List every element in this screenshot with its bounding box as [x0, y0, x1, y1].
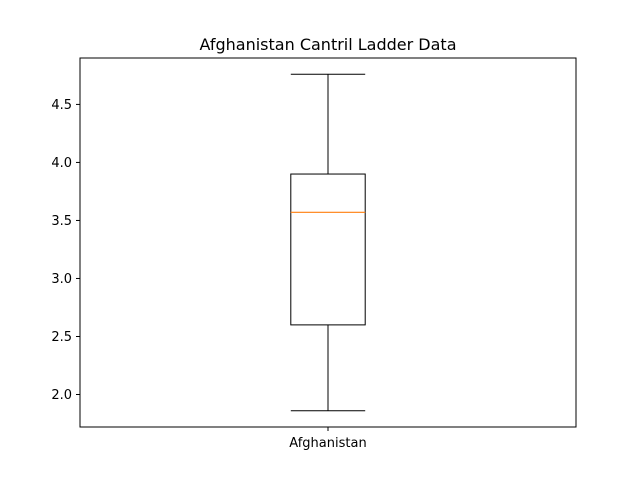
y-tick-label: 4.0 — [51, 156, 72, 171]
chart-title: Afghanistan Cantril Ladder Data — [199, 35, 456, 54]
y-tick-label: 2.5 — [51, 330, 72, 345]
y-tick-label: 3.0 — [51, 272, 72, 287]
y-tick-label: 3.5 — [51, 214, 72, 229]
y-tick-label: 4.5 — [51, 98, 72, 113]
x-tick-label: Afghanistan — [289, 436, 366, 451]
y-tick-label: 2.0 — [51, 388, 72, 403]
iqr-box — [290, 173, 366, 326]
